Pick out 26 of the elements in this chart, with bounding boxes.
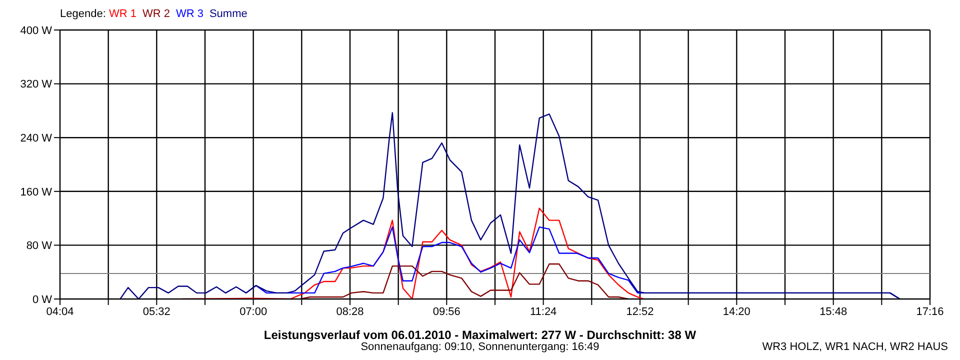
- line-series: [120, 112, 900, 299]
- text: WR3 HOLZ, WR1 NACH, WR2 HAUS: [762, 341, 948, 353]
- y-tick-label: 80 W: [26, 240, 53, 252]
- x-tick-label: 05:32: [142, 306, 170, 318]
- x-tick-label: 15:48: [820, 306, 848, 318]
- y-tick-label: 240 W: [20, 132, 53, 145]
- text: Summe: [209, 8, 248, 20]
- x-tick-label: 11:24: [530, 306, 557, 318]
- text: WR 1: [108, 8, 136, 20]
- x-tick-label: 04:04: [46, 306, 74, 318]
- text: Leistungsverlauf vom 06.01.2010 - Maximalwert: 277 W - Durchschnitt: 38 W: [262, 328, 698, 342]
- x-tick-label: 09:56: [432, 306, 460, 318]
- y-tick-label: 320 W: [20, 78, 53, 91]
- line-series: [300, 263, 629, 299]
- y-tick-label: 160 W: [20, 186, 53, 198]
- x-tick-label: 07:00: [240, 306, 268, 318]
- text: WR 2: [142, 8, 170, 20]
- text: WR 3: [176, 8, 204, 20]
- y-tick-label: 400 W: [20, 24, 53, 37]
- text: Sonnenaufgang: 09:10, Sonnenuntergang: 16:49: [360, 341, 600, 353]
- x-tick-label: 08:28: [336, 306, 364, 318]
- x-tick-label: 12:52: [626, 306, 654, 318]
- y-tick-label: 0 W: [32, 294, 53, 306]
- legend-title: Legende:: [60, 8, 107, 20]
- x-tick-label: 17:16: [916, 306, 944, 318]
- x-tick-label: 14:20: [722, 306, 750, 318]
